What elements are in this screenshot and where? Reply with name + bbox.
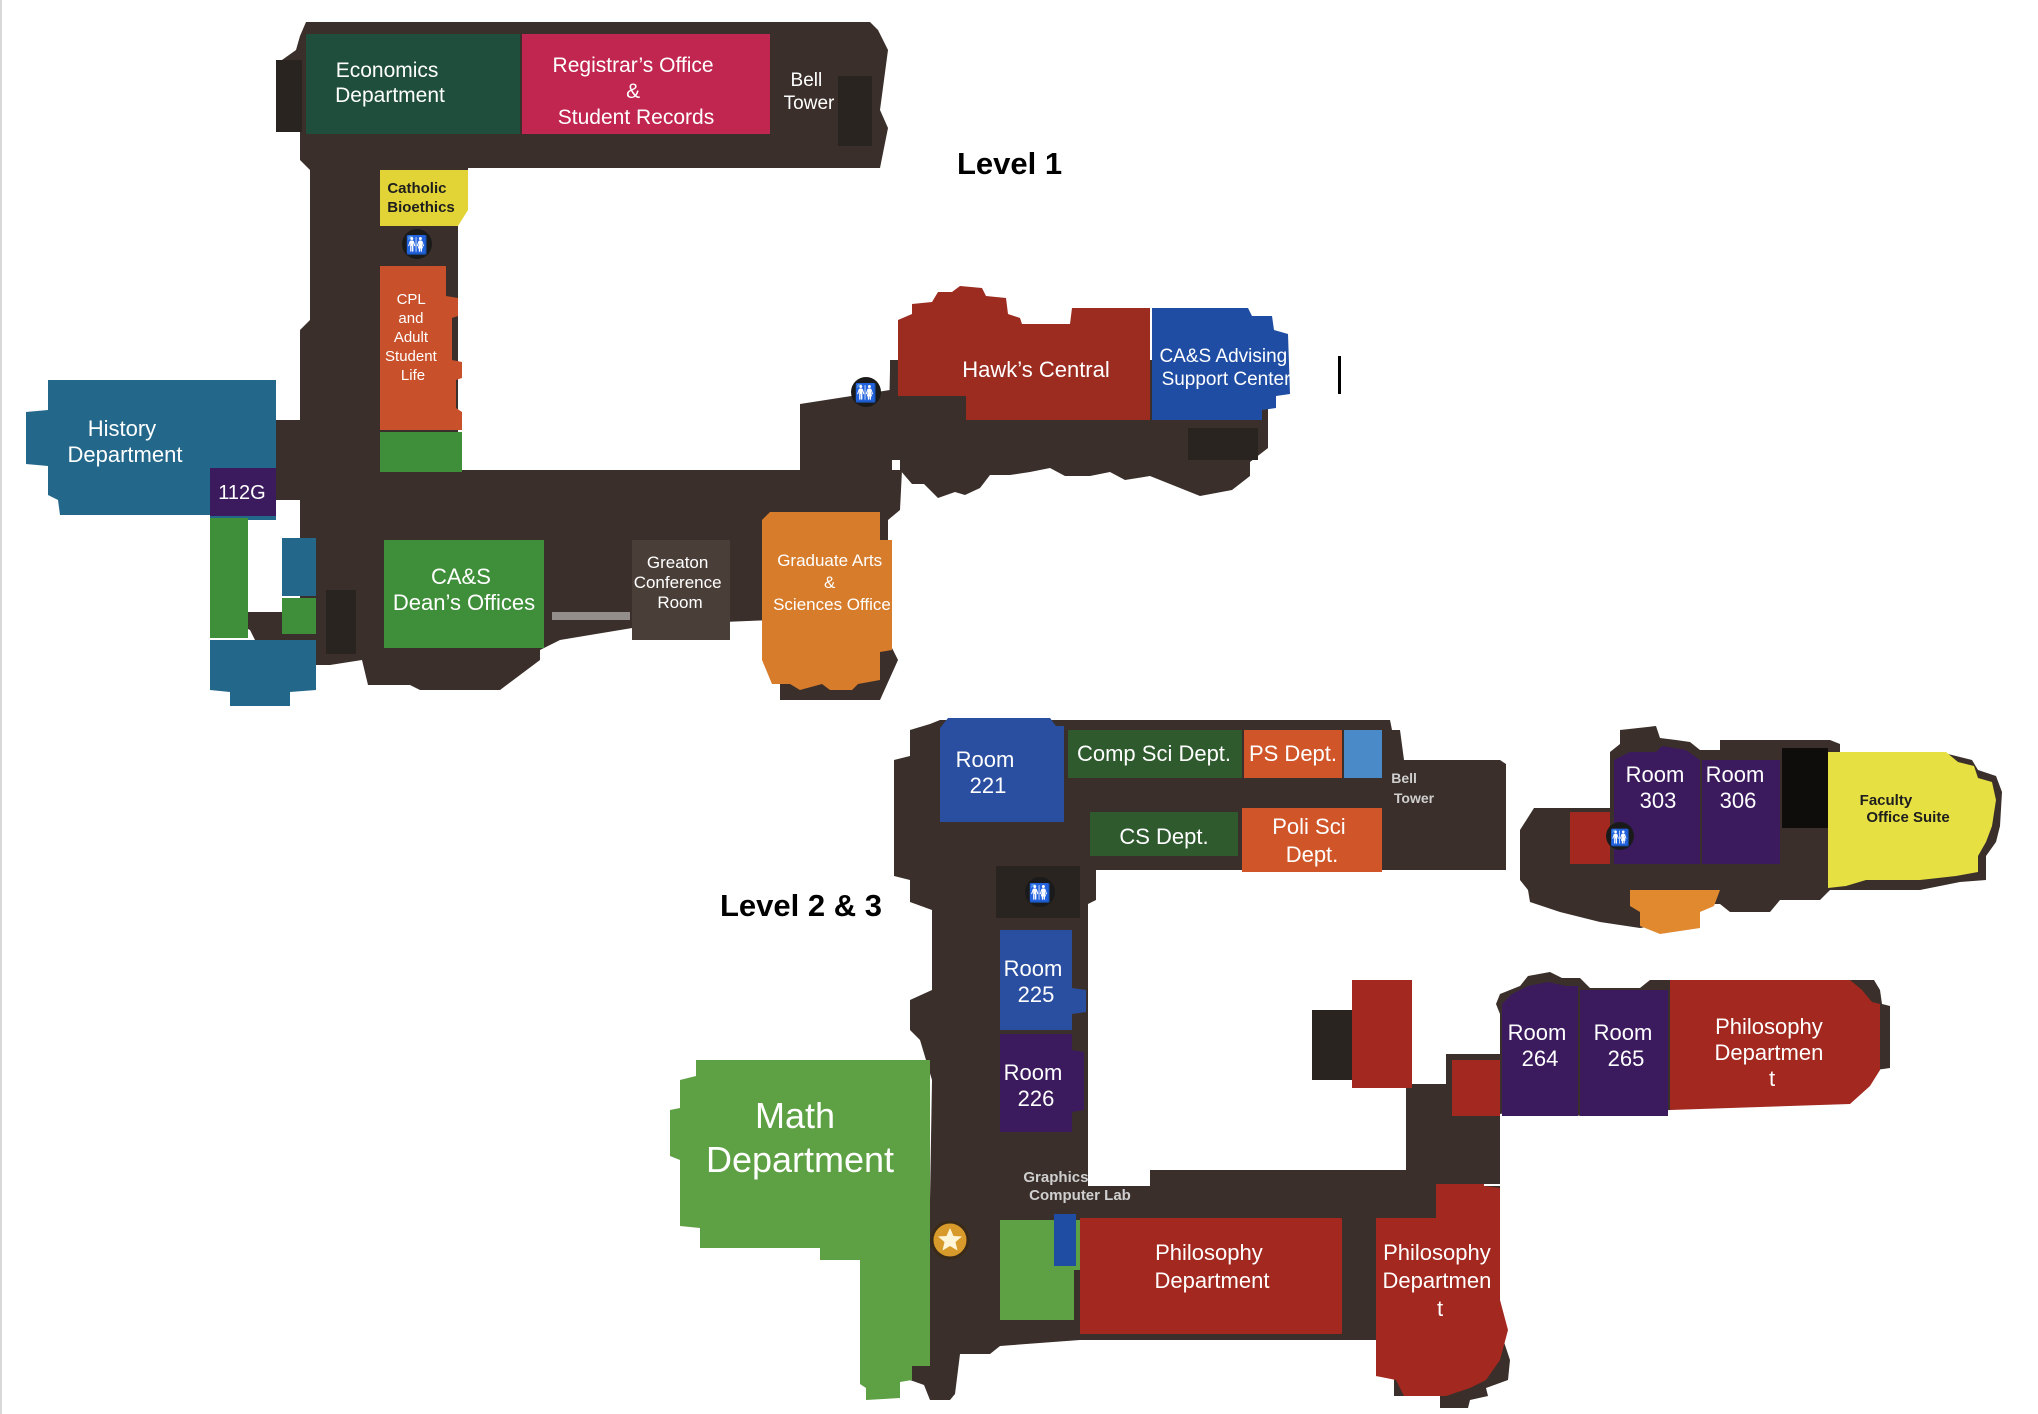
greaton-conference-room-label: Greaton Conference Room (634, 553, 727, 612)
green-room-lower-graphics[interactable] (1000, 1270, 1074, 1320)
philosophy-department-east-room[interactable] (1670, 980, 1880, 1110)
room-265-label: Room 265 (1594, 1020, 1659, 1071)
catholic-bioethics-label: Catholic Bioethics (387, 180, 455, 216)
cs-dept-room[interactable] (1090, 812, 1238, 856)
philosophy-department-center-label: Philosophy Department (1155, 1240, 1270, 1293)
faculty-office-suite-room[interactable] (1828, 752, 1996, 888)
green-room-under-cpl[interactable] (380, 432, 462, 472)
ps-dept-label: PS Dept. (1249, 741, 1337, 766)
room-225[interactable] (1000, 930, 1086, 1030)
hawks-central-label: Hawk’s Central (962, 357, 1110, 382)
cpl-adult-student-life-room[interactable] (380, 266, 462, 430)
bell-tower-label-level-2: Bell Tower (1391, 770, 1434, 806)
star-icon (930, 1220, 970, 1260)
philosophy-department-south-room[interactable] (1376, 1170, 1508, 1396)
restroom-icon: 🚻 (851, 377, 881, 407)
page-left-rule (0, 0, 2, 1414)
blue-room-lower-left[interactable] (282, 538, 316, 596)
cas-deans-offices-room[interactable] (384, 540, 544, 648)
philosophy-department-east-label: Philosophy Departmen t (1715, 1014, 1830, 1091)
room-265[interactable] (1580, 990, 1668, 1116)
cs-dept-label: CS Dept. (1119, 824, 1208, 849)
cas-advising-support-center-room[interactable] (1152, 308, 1290, 420)
stairs-lower-left (326, 590, 356, 654)
bell-tower-label-level-1: Bell Tower (784, 70, 835, 114)
green-small-room-lower-left[interactable] (282, 598, 316, 634)
green-room-lower-left[interactable] (210, 518, 248, 638)
room-264[interactable] (1502, 982, 1578, 1116)
history-department-label: History Department (68, 416, 183, 467)
stairs-northwest (276, 60, 302, 132)
level-1-title: Level 1 (957, 146, 1062, 181)
economics-department-label: Economics Department (335, 59, 445, 107)
svg-text:🚻: 🚻 (1610, 828, 1630, 847)
registrar-office-label: Registrar’s Office & Student Records (553, 54, 720, 129)
faculty-office-suite-label: Faculty Office Suite (1860, 792, 1950, 826)
room-303[interactable] (1614, 746, 1700, 864)
black-room-level-3 (1782, 748, 1828, 828)
ps-dept-room[interactable] (1244, 730, 1342, 778)
level-2-3-map: Room 221 Comp Sci Dept. PS Dept. Bell To… (670, 718, 2002, 1408)
economics-department-room[interactable] (306, 34, 520, 134)
blue-small-room-level-2[interactable] (1344, 730, 1382, 778)
room-306-label: Room 306 (1706, 762, 1771, 813)
philosophy-department-center-room[interactable] (1080, 1218, 1342, 1334)
level-1-map: Economics Department Registrar’s Office … (26, 22, 1341, 706)
comp-sci-dept-label: Comp Sci Dept. (1077, 741, 1231, 766)
red-room-level-3[interactable] (1570, 812, 1610, 864)
hawks-central-room[interactable] (898, 286, 1150, 420)
restroom-icon: 🚻 (996, 866, 1080, 918)
math-department-label: Math Department (706, 1095, 894, 1180)
math-department-room[interactable] (670, 1060, 930, 1400)
stairs-isolated (1312, 1010, 1352, 1080)
greaton-conference-room[interactable] (632, 540, 730, 640)
cas-deans-offices-label: CA&S Dean’s Offices (393, 564, 535, 615)
poli-sci-dept-room[interactable] (1242, 808, 1382, 872)
room-112g[interactable] (210, 468, 276, 516)
room-226-label: Room 226 (1004, 1060, 1069, 1111)
comp-sci-dept-room[interactable] (1068, 730, 1242, 778)
room-225-label: Room 225 (1004, 956, 1069, 1007)
graduate-arts-sciences-office-label: Graduate Arts & Sciences Office (773, 551, 891, 614)
svg-text:🚻: 🚻 (406, 234, 428, 256)
room-303-label: Room 303 (1626, 762, 1691, 813)
restroom-icon: 🚻 (1606, 822, 1634, 850)
graduate-arts-sciences-office-room[interactable] (762, 512, 892, 690)
graphics-lab-blue-room[interactable] (1054, 1214, 1076, 1266)
registrar-office-room[interactable] (522, 34, 770, 134)
philosophy-department-south-label: Philosophy Departmen t (1383, 1240, 1498, 1321)
room-221[interactable] (940, 718, 1064, 822)
orange-room-level-3[interactable] (1630, 890, 1720, 934)
svg-text:🚻: 🚻 (855, 382, 877, 404)
room-264-label: Room 264 (1508, 1020, 1573, 1071)
room-226[interactable] (1000, 1034, 1084, 1132)
cpl-adult-student-life-label: CPL and Adult Student Life (385, 291, 441, 384)
poli-sci-dept-label: Poli Sci Dept. (1272, 814, 1351, 867)
bell-tower-stairs (838, 76, 872, 146)
red-small-room-east[interactable] (1452, 1060, 1500, 1116)
room-306[interactable] (1702, 760, 1780, 864)
hallway-link-philosophy (1342, 1218, 1376, 1334)
graphics-computer-lab-label: Graphics Computer Lab (1023, 1169, 1130, 1204)
cas-advising-support-center-label: CA&S Advising Support Center (1159, 346, 1292, 390)
text-cursor-mark (1338, 356, 1341, 394)
blue-room-bottom-left[interactable] (210, 640, 316, 706)
stairs-east-level-1 (1188, 428, 1258, 460)
room-112g-label: 112G (218, 482, 265, 504)
level-2-3-title: Level 2 & 3 (720, 888, 882, 923)
entrance-mat (552, 612, 630, 620)
restroom-icon: 🚻 (402, 229, 432, 259)
svg-text:🚻: 🚻 (1029, 882, 1051, 904)
catholic-bioethics-room[interactable] (380, 170, 468, 226)
red-room-isolated[interactable] (1352, 980, 1412, 1088)
room-221-label: Room 221 (956, 747, 1021, 798)
